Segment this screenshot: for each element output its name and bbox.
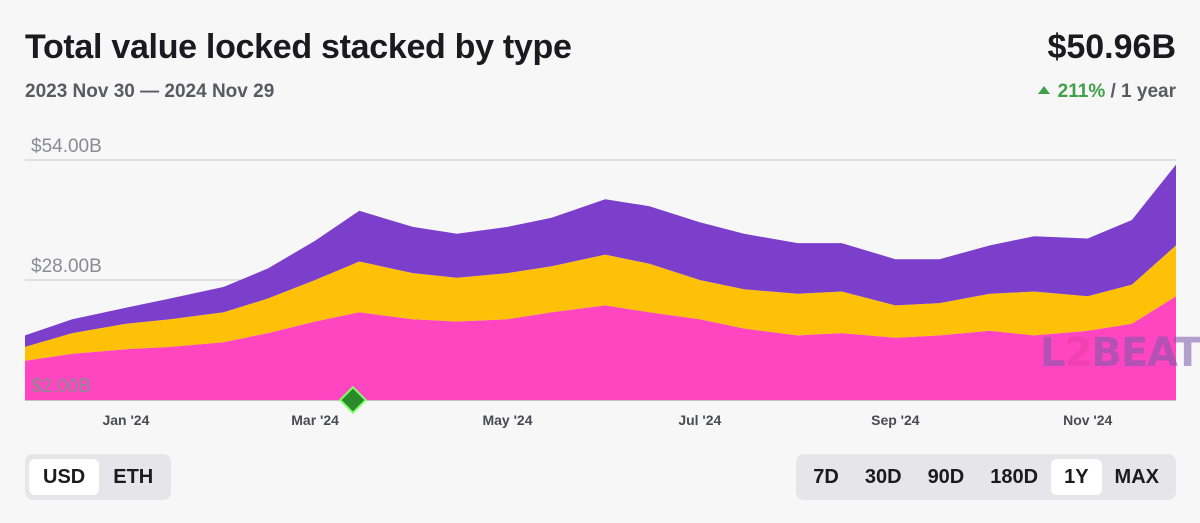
change-percent: 211% bbox=[1057, 81, 1106, 102]
x-tick-label: Nov '24 bbox=[1063, 412, 1112, 428]
x-tick-label: Mar '24 bbox=[291, 412, 339, 428]
area-series-mid bbox=[25, 245, 1176, 361]
range-option-1y[interactable]: 1Y bbox=[1051, 459, 1102, 495]
y-tick-label: $54.00B bbox=[31, 136, 102, 157]
range-option-max[interactable]: MAX bbox=[1114, 466, 1159, 488]
event-marker-diamond[interactable] bbox=[338, 385, 368, 415]
range-option-90d[interactable]: 90D bbox=[927, 466, 965, 488]
y-tick-label: $28.00B bbox=[31, 256, 102, 277]
range-option-180d[interactable]: 180D bbox=[990, 466, 1039, 488]
change-indicator: 211% / 1 year bbox=[1037, 81, 1177, 103]
x-tick-label: Jan '24 bbox=[102, 412, 149, 428]
area-series-bottom bbox=[25, 296, 1176, 400]
currency-option-eth[interactable]: ETH bbox=[113, 466, 154, 488]
currency-option-usd[interactable]: USD bbox=[29, 459, 100, 495]
range-option-30d[interactable]: 30D bbox=[864, 466, 902, 488]
change-period: / 1 year bbox=[1110, 81, 1177, 102]
chart-title: Total value locked stacked by type bbox=[25, 28, 572, 66]
area-layer bbox=[25, 164, 1176, 400]
currency-toggle: USD ETH bbox=[25, 454, 172, 500]
total-value: $50.96B bbox=[1047, 28, 1176, 66]
triangle-up-icon bbox=[1037, 86, 1050, 94]
range-option-7d[interactable]: 7D bbox=[813, 466, 839, 488]
y-axis-labels: $2.00B $28.00B $54.00B bbox=[31, 136, 102, 397]
date-range: 2023 Nov 30 — 2024 Nov 29 bbox=[25, 81, 275, 102]
y-tick-label: $2.00B bbox=[31, 376, 91, 397]
x-axis-labels: Jan '24 Mar '24 May '24 Jul '24 Sep '24 Nov '… bbox=[102, 412, 1112, 428]
marker-layer bbox=[338, 385, 368, 415]
tvl-stacked-area-chart[interactable]: $2.00B $28.00B $54.00B Jan '24 Mar '24 May '… bbox=[0, 130, 1200, 440]
x-tick-label: Sep '24 bbox=[871, 412, 920, 428]
time-range-selector: 7D 30D 90D 180D 1Y MAX bbox=[796, 454, 1176, 500]
x-tick-label: May '24 bbox=[482, 412, 532, 428]
area-series-top bbox=[25, 164, 1176, 347]
l2beat-logo: L2BEAT bbox=[1040, 330, 1200, 376]
x-tick-label: Jul '24 bbox=[678, 412, 721, 428]
